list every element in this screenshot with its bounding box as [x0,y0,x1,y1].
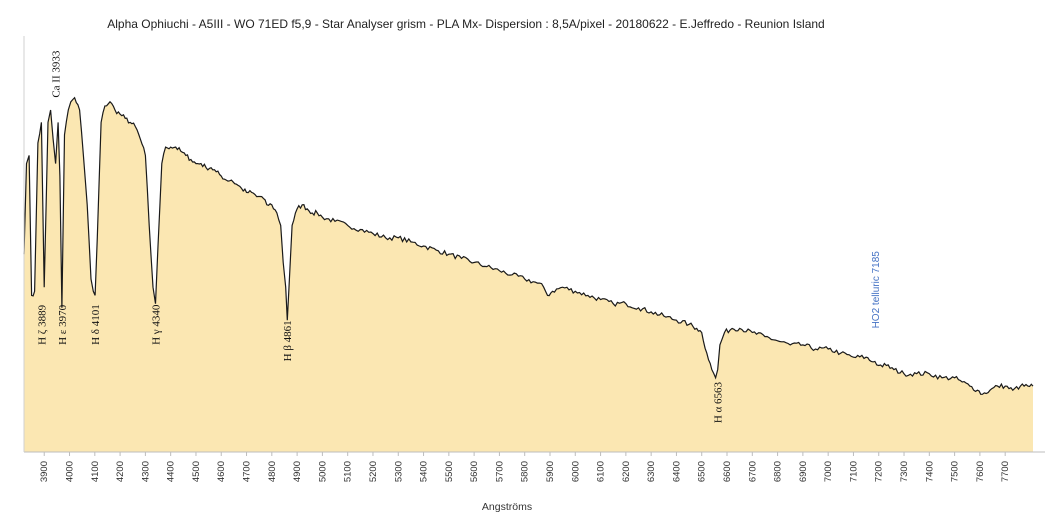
x-tick-label: 4300 [140,461,151,482]
x-tick-label: 7200 [874,461,885,482]
x-tick-label: 5000 [317,461,328,482]
x-tick-label: 5400 [419,461,430,482]
spectrum-line [23,96,1034,395]
line-annotation: H ε 3970 [57,304,69,345]
chart-title: Alpha Ophiuchi - A5III - WO 71ED f5,9 - … [107,17,824,31]
x-tick-label: 4900 [292,461,303,482]
x-tick-label: 5500 [444,461,455,482]
x-tick-label: 6600 [722,461,733,482]
x-tick-label: 5800 [520,461,531,482]
x-tick-label: 6700 [747,461,758,482]
x-tick-label: 4000 [65,461,76,482]
line-annotation: Ca II 3933 [51,50,63,98]
spectrum-area [24,97,1033,452]
x-tick-label: 6100 [596,461,607,482]
x-tick-label: 7400 [924,461,935,482]
x-tick-label: 6300 [646,461,657,482]
x-tick-label: 7700 [1000,461,1011,482]
x-tick-label: 4800 [267,461,278,482]
x-tick-label: 6800 [773,461,784,482]
line-annotation: H α 6563 [713,381,725,423]
x-tick-label: 7100 [848,461,859,482]
line-annotation: H β 4861 [282,320,294,361]
x-tick-label: 4400 [166,461,177,482]
x-tick-label: 6200 [621,461,632,482]
x-tick-label: 7000 [823,461,834,482]
x-tick-label: 7600 [975,461,986,482]
line-annotation: HO2 telluric 7185 [871,251,882,329]
x-tick-label: 7300 [899,461,910,482]
x-tick-label: 5100 [343,461,354,482]
x-tick-label: 4700 [242,461,253,482]
x-tick-label: 6500 [697,461,708,482]
x-tick-label: 3900 [39,461,50,482]
x-tick-label: 5300 [393,461,404,482]
x-axis-label: Angströms [482,501,532,513]
line-annotation: H ζ 3889 [36,304,48,344]
x-tick-label: 5600 [469,461,480,482]
plot-area: 3900 4000 4100 4200 4300 4400 4500 4600 4700 4800… [23,36,1045,482]
x-tick-label: 4500 [191,461,202,482]
x-tick-label: 4200 [115,461,126,482]
x-tick-label: 5900 [545,461,556,482]
x-tick-label: 6400 [671,461,682,482]
line-annotation: H δ 4101 [90,304,102,345]
line-annotation: H γ 4340 [150,304,162,345]
x-tick-label: 6000 [570,461,581,482]
x-tick-label: 5700 [494,461,505,482]
x-tick-label: 6900 [798,461,809,482]
x-tick-label: 5200 [368,461,379,482]
x-tick-label: 4600 [216,461,227,482]
x-tick-label: 4100 [90,461,101,482]
x-tick-label: 7500 [950,461,961,482]
